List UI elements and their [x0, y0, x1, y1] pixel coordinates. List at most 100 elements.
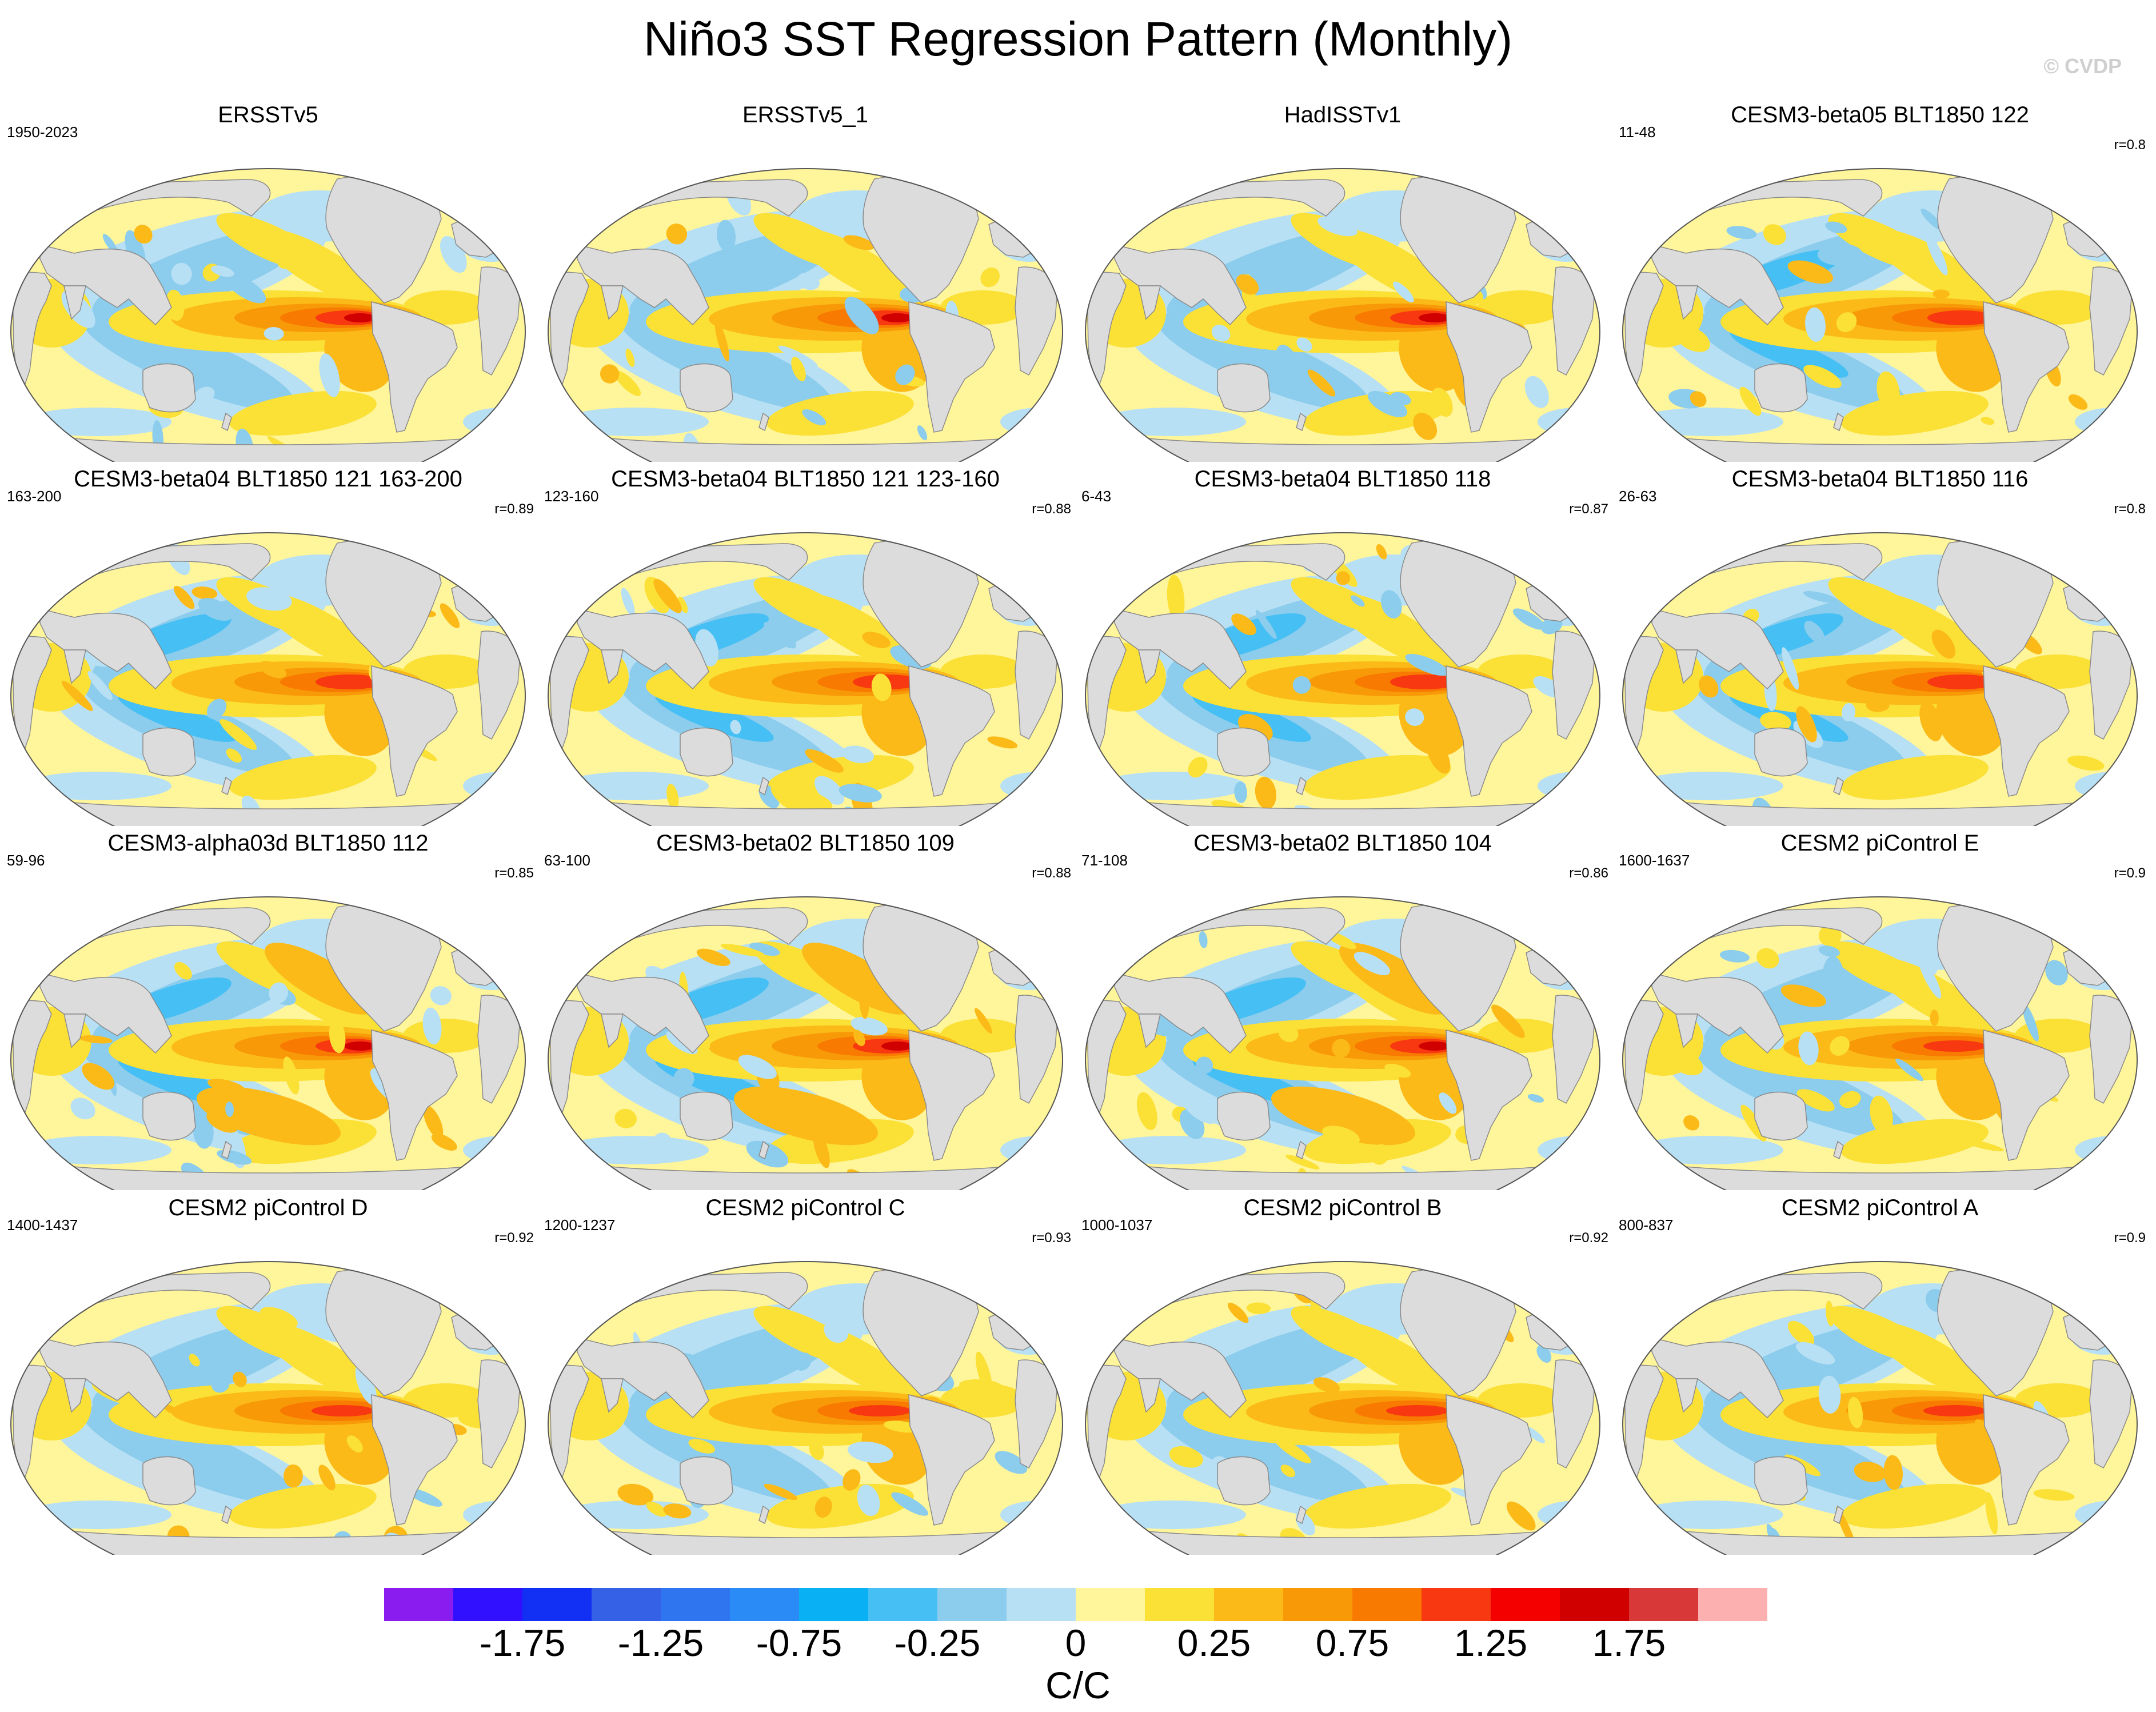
anomaly-speckle	[843, 1469, 861, 1491]
map-outline	[1622, 168, 2138, 462]
panel-title: CESM2 piControl C	[705, 1195, 905, 1220]
landmass-asia2	[39, 1337, 172, 1419]
anomaly-speckle	[1803, 591, 1839, 604]
anomaly-speckle	[259, 1307, 298, 1328]
map-outline	[10, 1261, 526, 1555]
warm-anomaly	[197, 1086, 341, 1146]
anomaly-speckle	[653, 578, 682, 613]
anomaly-speckle	[1919, 701, 1943, 741]
landmass-australia	[680, 363, 733, 413]
anomaly-speckle	[813, 1131, 830, 1168]
regression-map	[1084, 532, 1601, 826]
regression-map	[10, 532, 526, 826]
landmass-greenland	[480, 902, 516, 944]
anomaly-speckle	[809, 1439, 824, 1460]
landmass-greenland	[2091, 1267, 2127, 1308]
panel-pattern-correlation: r=0.88	[1032, 865, 1071, 881]
panel-pattern-correlation: r=0.9	[2114, 1230, 2146, 1246]
map-panel: CESM2 piControl C 1200-1237 r=0.93	[537, 1195, 1073, 1555]
panel-year-range: 1600-1637	[1619, 852, 1690, 869]
colorbar-tick-label: -1.75	[479, 1622, 566, 1664]
anomaly-speckle	[1683, 1115, 1700, 1131]
panel-title: CESM3-beta05 BLT1850 122	[1731, 102, 2029, 127]
regression-map	[10, 896, 526, 1190]
anomaly-speckle	[2040, 660, 2055, 671]
landmass-greenland	[480, 174, 516, 216]
anomaly-speckle	[171, 262, 192, 285]
panel-year-range: 800-837	[1619, 1216, 1674, 1234]
landmass-nz	[758, 1505, 769, 1525]
map-panel: CESM2 piControl D 1400-1437 r=0.92	[0, 1195, 536, 1555]
map-outline	[1622, 896, 2138, 1190]
cool-anomaly	[560, 408, 709, 436]
landmass-australia	[1754, 727, 1808, 777]
anomaly-speckle	[1854, 1462, 1886, 1482]
landmass-greenland	[1017, 538, 1053, 580]
landmass-nz	[1833, 1140, 1844, 1160]
warm-anomaly	[229, 1483, 377, 1529]
anomaly-speckle	[1930, 1009, 1939, 1026]
warm-anomaly	[1419, 1041, 1451, 1051]
anomaly-speckle	[1236, 274, 1259, 295]
anomaly-speckle	[621, 588, 635, 617]
panel-year-range: 123-160	[544, 488, 599, 505]
anomaly-speckle	[319, 353, 340, 397]
warm-anomaly	[312, 1405, 374, 1416]
anomaly-speckle	[749, 943, 780, 956]
warm-anomaly	[766, 390, 914, 436]
warm-anomaly	[229, 755, 377, 800]
panel-year-range: 1950-2023	[7, 123, 78, 141]
landmass-samerica	[908, 1029, 995, 1161]
anomaly-speckle	[1839, 1091, 1861, 1108]
landmass-greenland	[1554, 902, 1590, 944]
landmass-australia	[680, 1091, 733, 1141]
cool-anomaly	[1097, 408, 1246, 436]
anomaly-speckle	[189, 1354, 200, 1367]
landmass-samerica	[1446, 1029, 1532, 1161]
panel-year-range: 163-200	[7, 488, 62, 505]
anomaly-speckle	[225, 1102, 234, 1117]
map-panel: ERSSTv5 1950-2023	[0, 102, 536, 462]
landmass-nz	[221, 412, 232, 432]
anomaly-speckle	[1196, 1056, 1213, 1074]
regression-map	[10, 168, 526, 462]
landmass-asia2	[1114, 244, 1247, 326]
map-outline	[10, 896, 526, 1190]
anomaly-speckle	[614, 370, 641, 396]
panel-pattern-correlation: r=0.86	[1569, 865, 1608, 881]
warm-anomaly	[1334, 229, 1455, 306]
landmass-australia	[1754, 1456, 1808, 1506]
anomaly-speckle	[614, 1108, 637, 1128]
anomaly-speckle	[1926, 233, 1948, 276]
map-panel: CESM3-beta04 BLT1850 121 123-160 123-160 r…	[537, 466, 1073, 826]
landmass-india	[1675, 285, 1698, 320]
anomaly-speckle	[1292, 676, 1311, 694]
panel-pattern-correlation: r=0.93	[1032, 1230, 1071, 1246]
anomaly-speckle	[895, 364, 915, 385]
landmass-greenland	[1017, 174, 1053, 216]
anomaly-speckle	[87, 671, 113, 700]
warm-anomaly	[1386, 1405, 1449, 1416]
map-panel: CESM3-beta05 BLT1850 122 11-48 r=0.8	[1612, 102, 2148, 462]
panel-year-range: 59-96	[7, 852, 45, 869]
regression-map	[547, 168, 1064, 462]
anomaly-speckle	[1796, 706, 1817, 743]
anomaly-speckle	[600, 364, 620, 384]
anomaly-speckle	[1918, 957, 1942, 999]
panel-title: ERSSTv5_1	[742, 102, 869, 127]
figure-title: Niño3 SST Regression Pattern (Monthly)	[643, 12, 1513, 66]
anomaly-speckle	[644, 576, 670, 614]
landmass-greenland	[2091, 538, 2127, 580]
anomaly-speckle	[848, 1441, 893, 1463]
anomaly-speckle	[423, 1106, 444, 1139]
anomaly-speckle	[1914, 932, 1937, 954]
anomaly-speckle	[1825, 221, 1847, 234]
anomaly-speckle	[1826, 1300, 1834, 1327]
anomaly-speckle	[1817, 244, 1863, 266]
anomaly-speckle	[2022, 1003, 2039, 1041]
landmass-australia	[1754, 1091, 1808, 1141]
panel-year-range: 26-63	[1619, 488, 1657, 505]
landmass-india	[63, 1013, 86, 1048]
anomaly-speckle	[1255, 776, 1276, 809]
landmass-samerica	[1983, 301, 2070, 433]
